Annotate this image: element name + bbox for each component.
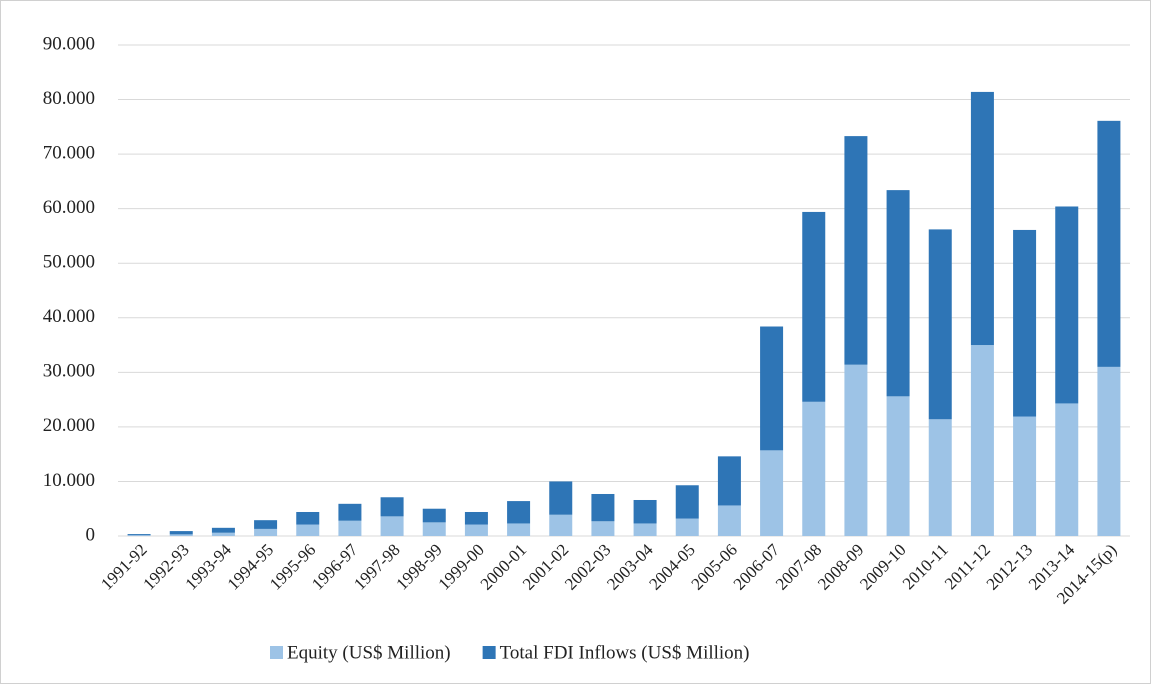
bar-segment xyxy=(1055,403,1079,536)
bar-segment xyxy=(338,503,362,521)
bar-segment xyxy=(549,514,573,536)
bar-segment xyxy=(422,508,446,523)
bar-segment xyxy=(1097,120,1121,367)
bar-segment xyxy=(1055,206,1079,404)
bar-segment xyxy=(844,136,868,365)
bar-segment xyxy=(422,522,446,536)
legend-label: Equity (US$ Million) xyxy=(287,642,451,663)
bar-segment xyxy=(928,229,952,420)
bar-segment xyxy=(717,505,741,536)
bar-segment xyxy=(886,190,910,397)
bar-segment xyxy=(844,364,868,536)
y-tick-label: 80.000 xyxy=(43,88,95,109)
legend-swatch xyxy=(482,646,496,659)
bar-segment xyxy=(464,524,488,536)
y-tick-label: 10.000 xyxy=(43,470,95,491)
bar-segment xyxy=(928,419,952,536)
y-tick-label: 50.000 xyxy=(43,252,95,273)
legend-swatch xyxy=(270,646,283,659)
bar-segment xyxy=(802,401,826,536)
y-tick-label: 70.000 xyxy=(43,142,95,163)
y-tick-label: 0 xyxy=(86,524,96,545)
bar-segment xyxy=(802,211,826,402)
bar-segment xyxy=(380,516,404,536)
bar-segment xyxy=(464,511,488,525)
bar-segment xyxy=(296,511,320,525)
y-tick-label: 30.000 xyxy=(43,361,95,382)
bar-segment xyxy=(1097,366,1121,536)
bar-segment xyxy=(1013,416,1037,536)
bar-segment xyxy=(1013,229,1037,417)
y-tick-label: 40.000 xyxy=(43,306,95,327)
bar-segment xyxy=(717,456,741,506)
bar-segment xyxy=(633,499,657,524)
bar-segment xyxy=(760,326,784,451)
bar-segment xyxy=(211,527,235,533)
bar-segment xyxy=(169,531,193,535)
bar-segment xyxy=(169,534,193,536)
bar-segment xyxy=(633,523,657,536)
bar-segment xyxy=(591,493,615,522)
bar-segment xyxy=(507,523,531,536)
bar-segment xyxy=(254,520,278,529)
bar-segment xyxy=(886,396,910,536)
bar-segment xyxy=(127,534,151,536)
bar-segment xyxy=(970,345,994,536)
y-tick-label: 20.000 xyxy=(43,415,95,436)
y-tick-label: 90.000 xyxy=(43,33,95,54)
bar-segment xyxy=(549,481,573,515)
bar-segment xyxy=(211,532,235,536)
bar-segment xyxy=(338,520,362,536)
bar-segment xyxy=(507,501,531,524)
legend-label: Total FDI Inflows (US$ Million) xyxy=(500,642,750,663)
bar-segment xyxy=(970,91,994,346)
bar-segment xyxy=(760,450,784,536)
bar-segment xyxy=(675,518,699,536)
bar-segment xyxy=(380,497,404,517)
bar-segment xyxy=(127,535,151,536)
bar-segment xyxy=(296,524,320,536)
bar-segment xyxy=(675,485,699,519)
y-tick-label: 60.000 xyxy=(43,197,95,218)
bar-segment xyxy=(254,528,278,536)
bar-segment xyxy=(591,521,615,536)
